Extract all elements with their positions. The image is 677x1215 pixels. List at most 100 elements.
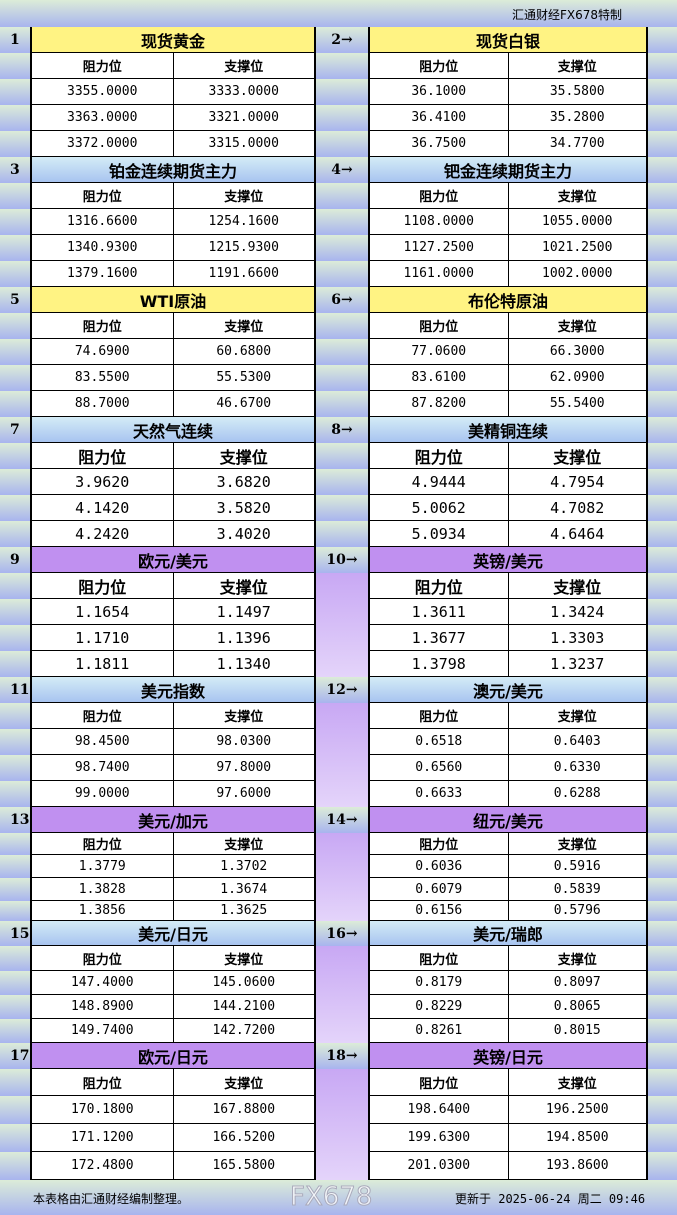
table-row: 88.7000 46.6700 — [32, 391, 314, 417]
section-title: 美元/日元 — [32, 921, 314, 946]
table-row: 3363.0000 3321.0000 — [32, 105, 314, 131]
table-row: 201.0300 193.8600 — [370, 1152, 646, 1180]
support-value: 62.0900 — [507, 365, 647, 390]
section-table: 澳元/美元 阻力位 支撑位 0.6518 0.6403 0.6560 0.6330 0.663… — [368, 677, 648, 807]
section-title: 澳元/美元 — [370, 677, 646, 703]
support-value: 1254.1600 — [172, 209, 315, 234]
support-value: 165.5800 — [172, 1152, 315, 1179]
resistance-value: 98.7400 — [74, 760, 130, 775]
section-number: 10→ — [326, 552, 358, 568]
table-row: 1108.0000 1055.0000 — [370, 209, 646, 235]
support-value: 55.5300 — [172, 365, 315, 390]
section-number: 18→ — [326, 1048, 358, 1064]
section-table: 钯金连续期货主力 阻力位 支撑位 1108.0000 1055.0000 1127.250… — [368, 157, 648, 287]
table-row: 4.9444 4.7954 — [370, 469, 646, 495]
table-row: 0.8179 0.8097 — [370, 971, 646, 995]
section-table: WTI原油 阻力位 支撑位 74.6900 60.6800 83.5500 55.5300 8… — [30, 287, 316, 417]
support-header: 支撑位 — [507, 313, 647, 338]
support-value: 1.3303 — [507, 625, 647, 650]
support-value: 1.1497 — [172, 599, 315, 624]
column-header-row: 阻力位 支撑位 — [32, 443, 314, 469]
table-row: 198.6400 196.2500 — [370, 1096, 646, 1124]
resistance-value: 172.4800 — [70, 1158, 134, 1173]
resistance-header: 阻力位 — [82, 320, 122, 335]
section-table: 铂金连续期货主力 阻力位 支撑位 1316.6600 1254.1600 1340.930… — [30, 157, 316, 287]
resistance-value: 98.4500 — [74, 734, 130, 749]
resistance-value: 5.0934 — [411, 524, 466, 543]
support-value: 1021.2500 — [507, 235, 647, 260]
support-header: 支撑位 — [507, 946, 647, 970]
support-header: 支撑位 — [172, 313, 315, 338]
section-number: 12→ — [326, 682, 358, 698]
section-table: 美元/日元 阻力位 支撑位 147.4000 145.0600 148.8900 144.2… — [30, 921, 316, 1043]
section-title: 铂金连续期货主力 — [32, 157, 314, 183]
table-row: 0.6518 0.6403 — [370, 729, 646, 755]
resistance-header: 阻力位 — [419, 60, 459, 75]
support-value: 196.2500 — [507, 1096, 647, 1123]
table-row: 83.5500 55.5300 — [32, 365, 314, 391]
resistance-value: 3372.0000 — [67, 136, 138, 151]
support-value: 1055.0000 — [507, 209, 647, 234]
support-value: 1.3625 — [172, 901, 315, 920]
resistance-header: 阻力位 — [82, 1076, 122, 1092]
support-value: 1002.0000 — [507, 261, 647, 286]
resistance-value: 199.6300 — [407, 1130, 471, 1145]
resistance-value: 5.0062 — [411, 498, 466, 517]
support-value: 1.3424 — [507, 599, 647, 624]
section-table: 欧元/美元 阻力位 支撑位 1.1654 1.1497 1.1710 1.1396 1.181… — [30, 547, 316, 677]
table-row: 170.1800 167.8800 — [32, 1096, 314, 1124]
resistance-value: 4.1420 — [75, 498, 130, 517]
resistance-header: 阻力位 — [82, 838, 122, 853]
resistance-header: 阻力位 — [414, 447, 463, 467]
column-header-row: 阻力位 支撑位 — [370, 53, 646, 79]
table-row: 1316.6600 1254.1600 — [32, 209, 314, 235]
section-title: 英镑/日元 — [370, 1043, 646, 1069]
column-header-row: 阻力位 支撑位 — [370, 833, 646, 855]
support-value: 0.5839 — [507, 878, 647, 900]
table-row: 36.1000 35.5800 — [370, 79, 646, 105]
table-row: 1.3856 1.3625 — [32, 901, 314, 921]
support-header: 支撑位 — [507, 183, 647, 208]
support-value: 167.8800 — [172, 1096, 315, 1123]
support-header: 支撑位 — [507, 573, 647, 598]
section-number: 16→ — [326, 925, 358, 942]
middle-strip — [316, 833, 368, 921]
support-header: 支撑位 — [172, 946, 315, 970]
table-row: 172.4800 165.5800 — [32, 1152, 314, 1180]
resistance-value: 1.1710 — [75, 628, 130, 647]
table-row: 1.3798 1.3237 — [370, 651, 646, 677]
resistance-value: 0.6156 — [415, 903, 463, 918]
section-number: 13 — [10, 812, 30, 828]
table-row: 74.6900 60.6800 — [32, 339, 314, 365]
column-header-row: 阻力位 支撑位 — [370, 313, 646, 339]
resistance-value: 0.8229 — [415, 999, 463, 1014]
section-title: 现货白银 — [370, 27, 646, 53]
support-value: 142.7200 — [172, 1019, 315, 1042]
resistance-value: 0.6518 — [415, 734, 463, 749]
resistance-value: 1.3856 — [78, 903, 126, 918]
resistance-value: 4.9444 — [411, 472, 466, 491]
support-value: 3.6820 — [172, 469, 315, 494]
resistance-header: 阻力位 — [419, 190, 459, 205]
table-row: 0.6079 0.5839 — [370, 878, 646, 901]
resistance-value: 36.1000 — [411, 84, 467, 99]
section-title: 欧元/日元 — [32, 1043, 314, 1069]
column-header-row: 阻力位 支撑位 — [32, 53, 314, 79]
support-value: 3321.0000 — [172, 105, 315, 130]
support-header: 支撑位 — [172, 183, 315, 208]
section-number: 5 — [10, 292, 20, 308]
section-number: 17 — [10, 1048, 30, 1064]
support-header: 支撑位 — [172, 1069, 315, 1095]
column-header-row: 阻力位 支撑位 — [32, 1069, 314, 1096]
support-value: 166.5200 — [172, 1124, 315, 1151]
support-value: 0.8015 — [507, 1019, 647, 1042]
section-number: 15 — [10, 925, 30, 942]
section-number: 8→ — [331, 422, 353, 438]
section-table: 美元/瑞郎 阻力位 支撑位 0.8179 0.8097 0.8229 0.8065 0.826… — [368, 921, 648, 1043]
resistance-value: 36.4100 — [411, 110, 467, 125]
support-value: 35.5800 — [507, 79, 647, 104]
table-row: 99.0000 97.6000 — [32, 781, 314, 807]
resistance-header: 阻力位 — [419, 838, 459, 853]
column-header-row: 阻力位 支撑位 — [370, 573, 646, 599]
resistance-header: 阻力位 — [419, 320, 459, 335]
